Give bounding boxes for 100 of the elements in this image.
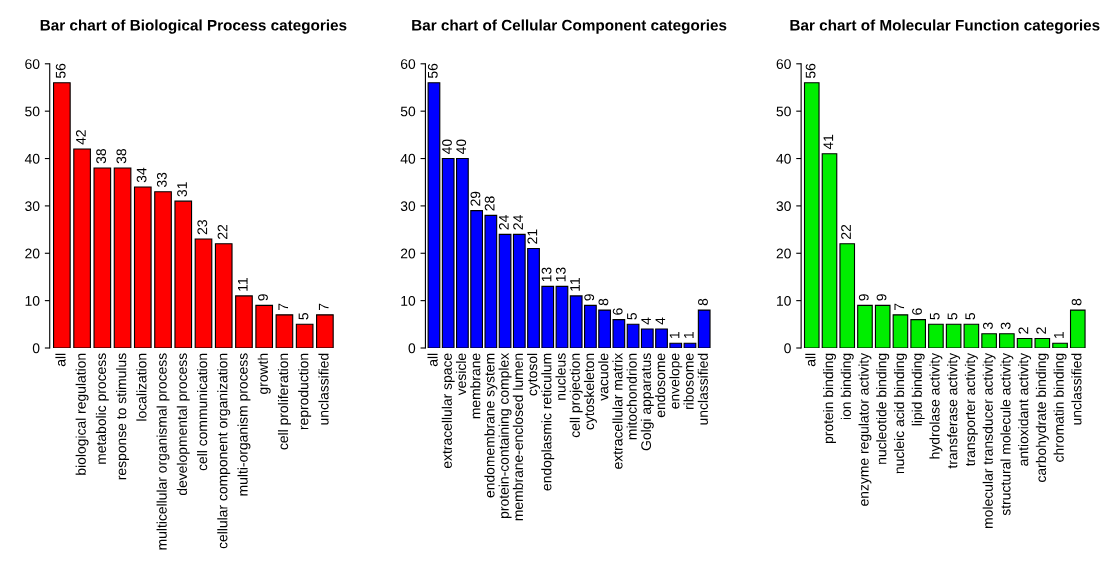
bar <box>53 82 71 348</box>
bar <box>981 333 997 348</box>
y-tick-label: 60 <box>776 59 791 69</box>
bar <box>93 167 112 348</box>
bar <box>174 200 193 348</box>
y-tick-label: 40 <box>24 153 40 164</box>
chart-title: Bar chart of Molecular Function categories <box>790 19 1100 34</box>
bar <box>697 309 711 348</box>
bar <box>999 333 1015 348</box>
x-tick-label: biological regulation <box>75 353 89 475</box>
x-tick-label: Golgi apparatus <box>640 353 654 451</box>
data-label: 2 <box>1018 327 1029 334</box>
bar <box>113 167 132 348</box>
data-label: 4 <box>641 317 651 325</box>
x-tick-label: endoplasmic reticulum <box>541 353 555 491</box>
data-label: 4 <box>655 317 666 325</box>
y-tick-label: 50 <box>25 106 40 117</box>
data-label: 9 <box>876 294 887 301</box>
data-label: 8 <box>698 298 708 306</box>
bar <box>194 238 213 348</box>
x-tick-label: all <box>55 353 66 367</box>
x-tick-label: nucleus <box>555 353 566 400</box>
chart-title: Bar chart of Cellular Component categories <box>412 19 727 34</box>
data-label: 40 <box>442 139 452 155</box>
y-tick-label: 40 <box>400 153 416 164</box>
x-tick-label: unclassified <box>1071 353 1082 425</box>
x-tick-label: response to stimulus <box>116 353 130 480</box>
bar <box>154 191 172 348</box>
data-label: 38 <box>96 149 107 164</box>
y-tick-label: 30 <box>776 201 791 212</box>
data-label: 8 <box>1071 298 1082 306</box>
y-tick-label: 0 <box>408 343 416 354</box>
data-label: 33 <box>156 172 167 187</box>
x-tick-label: endosome <box>655 353 666 418</box>
bar <box>214 243 233 348</box>
x-tick-label: cell proliferation <box>277 353 291 450</box>
data-label: 5 <box>947 313 958 320</box>
y-tick-label: 20 <box>776 248 791 259</box>
data-label: 3 <box>1000 322 1011 330</box>
x-tick-label: growth <box>257 353 271 394</box>
bar <box>1052 342 1068 348</box>
data-label: 9 <box>584 294 595 301</box>
data-label: 2 <box>1036 327 1046 334</box>
y-tick-label: 10 <box>777 295 791 306</box>
y-tick-label: 20 <box>25 248 40 259</box>
x-tick-label: cytoskeleton <box>583 353 597 430</box>
y-tick-label: 60 <box>400 59 416 69</box>
data-label: 56 <box>427 63 438 79</box>
data-label: 7 <box>894 303 905 310</box>
x-tick-label: ribosome <box>683 353 694 410</box>
y-tick-label: 0 <box>784 343 791 354</box>
x-tick-label: membrane <box>470 353 481 419</box>
x-tick-label: multicellular organismal process <box>156 353 170 550</box>
data-label: 22 <box>217 224 228 239</box>
data-label: 1 <box>1054 332 1064 339</box>
bar <box>928 323 944 348</box>
x-tick-label: transferase activity <box>947 352 961 469</box>
data-label: 56 <box>805 63 816 79</box>
y-tick-label: 10 <box>401 295 416 306</box>
data-label: 23 <box>197 220 208 235</box>
y-tick-label: 30 <box>400 201 416 212</box>
x-tick-label: extracellular matrix <box>612 353 623 469</box>
x-tick-label: all <box>805 353 816 367</box>
bar <box>295 323 314 348</box>
bar <box>839 243 856 348</box>
x-tick-label: ion binding <box>840 353 854 420</box>
x-tick-label: nucleotide binding <box>876 353 890 464</box>
x-tick-label: protein-containing complex <box>498 353 512 518</box>
y-tick-label: 50 <box>400 106 416 117</box>
x-tick-label: cell communication <box>197 353 208 471</box>
data-label: 42 <box>75 130 86 145</box>
x-tick-label: carbohydrate binding <box>1035 353 1049 482</box>
x-tick-label: mitochondrion <box>626 353 637 440</box>
bar <box>857 304 873 348</box>
x-tick-label: extracellular space <box>441 353 455 469</box>
x-tick-label: membrane-enclosed lumen <box>512 353 524 521</box>
y-tick-label: 50 <box>776 106 791 117</box>
x-tick-label: enzyme regulator activity <box>858 352 872 506</box>
x-tick-label: antioxidant activity <box>1018 352 1032 466</box>
x-tick-label: multi-organism process <box>237 353 251 496</box>
x-tick-label: protein binding <box>823 353 836 444</box>
x-tick-label: lipid binding <box>911 353 925 426</box>
bar <box>255 304 274 348</box>
data-label: 11 <box>570 277 580 291</box>
data-label: 24 <box>498 215 509 230</box>
data-label: 5 <box>965 313 976 320</box>
x-tick-label: molecular transducer activity <box>982 352 996 528</box>
x-tick-label: unclassified <box>697 353 708 425</box>
bar <box>874 304 891 348</box>
x-tick-label: all <box>427 353 438 367</box>
x-tick-label: cytosol <box>527 353 540 396</box>
data-label: 13 <box>541 267 552 282</box>
data-label: 9 <box>858 294 869 301</box>
bar <box>235 295 253 348</box>
x-tick-label: unclassified <box>318 353 329 425</box>
y-tick-label: 10 <box>25 295 40 306</box>
chart-title: Bar chart of Biological Process categories <box>40 19 347 34</box>
data-label: 5 <box>929 313 940 320</box>
data-label: 5 <box>298 313 309 320</box>
x-tick-label: reproduction <box>298 353 312 430</box>
